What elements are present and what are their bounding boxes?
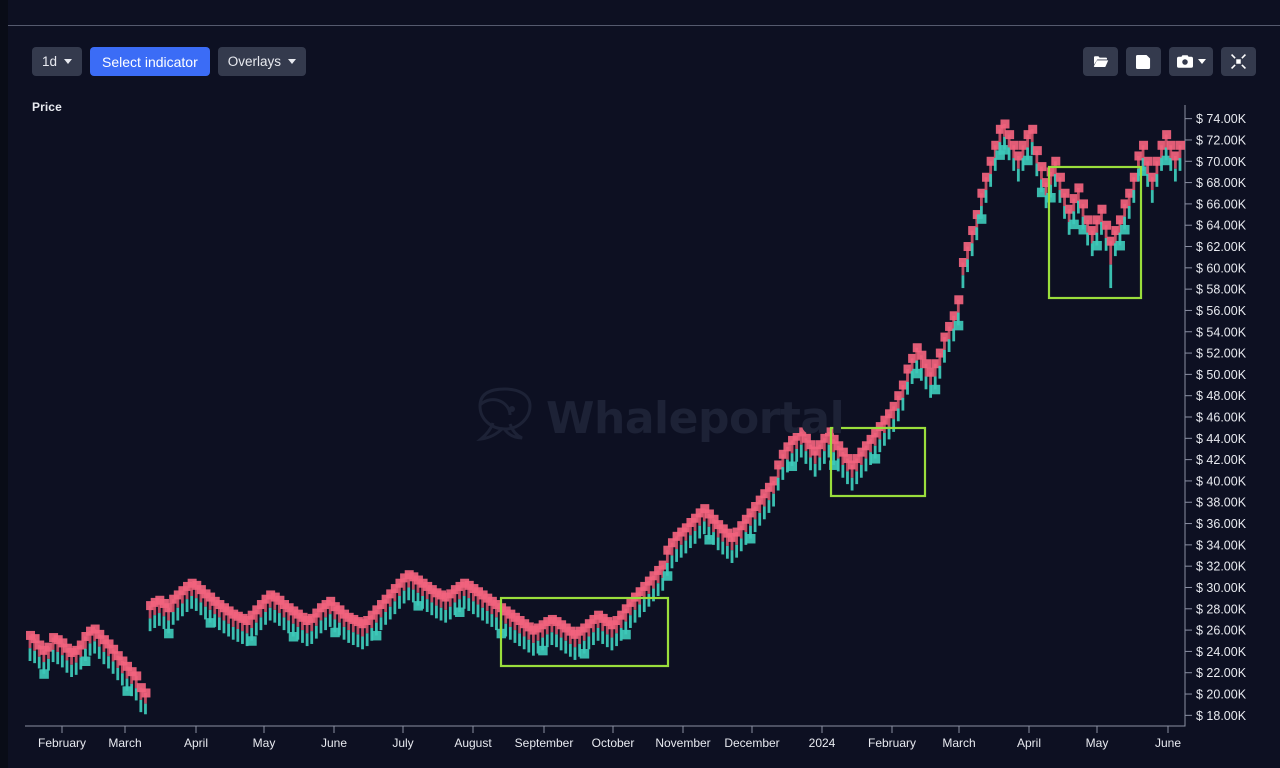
fullscreen-icon — [1231, 54, 1246, 69]
y-axis-tick-label: $ 40.00K — [1196, 474, 1247, 488]
snapshot-button[interactable] — [1169, 47, 1213, 76]
x-axis-tick-label: 2024 — [809, 736, 836, 750]
x-axis-tick-label: February — [868, 736, 916, 750]
x-axis-tick-label: December — [724, 736, 779, 750]
chart-toolbar: 1d Select indicator Overlays — [0, 26, 1280, 98]
select-indicator-button[interactable]: Select indicator — [90, 47, 210, 76]
x-axis-tick-label: February — [38, 736, 86, 750]
y-axis-tick-label: $ 32.00K — [1196, 560, 1247, 574]
y-axis-tick-label: $ 74.00K — [1196, 112, 1247, 126]
x-axis-tick-label: August — [454, 736, 492, 750]
y-axis-tick-label: $ 72.00K — [1196, 133, 1247, 147]
top-divider — [8, 25, 1280, 26]
y-axis-tick-label: $ 42.00K — [1196, 453, 1247, 467]
x-axis-tick-label: May — [1086, 736, 1109, 750]
x-axis-tick-label: April — [184, 736, 208, 750]
y-axis-tick-label: $ 58.00K — [1196, 283, 1247, 297]
overlays-dropdown[interactable]: Overlays — [217, 47, 307, 76]
overlays-label: Overlays — [227, 53, 282, 69]
save-icon — [1136, 54, 1151, 69]
chart-panel-title: Price — [32, 100, 62, 114]
x-axis-tick-label: October — [592, 736, 635, 750]
timeframe-dropdown[interactable]: 1d — [32, 47, 83, 76]
toolbar-right-group — [1083, 47, 1256, 76]
x-axis-tick-label: March — [108, 736, 141, 750]
folder-open-icon — [1093, 55, 1109, 69]
folder-open-button[interactable] — [1083, 47, 1118, 76]
y-axis-tick-label: $ 46.00K — [1196, 411, 1247, 425]
y-axis-tick-label: $ 38.00K — [1196, 496, 1247, 510]
y-axis-tick-label: $ 56.00K — [1196, 304, 1247, 318]
x-axis-tick-label: June — [321, 736, 347, 750]
y-axis-tick-label: $ 28.00K — [1196, 602, 1247, 616]
y-axis-tick-label: $ 30.00K — [1196, 581, 1247, 595]
toolbar-left-group: 1d Select indicator Overlays — [32, 47, 307, 76]
chevron-down-icon — [64, 59, 73, 64]
fullscreen-button[interactable] — [1221, 47, 1256, 76]
highlight-box-2[interactable] — [829, 426, 927, 498]
y-axis-tick-label: $ 36.00K — [1196, 517, 1247, 531]
x-axis-tick-label: November — [655, 736, 710, 750]
x-axis-tick-label: March — [942, 736, 975, 750]
x-axis-tick-label: April — [1017, 736, 1041, 750]
y-axis-tick-label: $ 48.00K — [1196, 389, 1247, 403]
y-axis-tick-label: $ 54.00K — [1196, 325, 1247, 339]
select-indicator-label: Select indicator — [102, 53, 198, 70]
chevron-down-icon — [1197, 59, 1206, 64]
y-axis-tick-label: $ 34.00K — [1196, 538, 1247, 552]
y-axis-tick-label: $ 26.00K — [1196, 624, 1247, 638]
y-axis-tick-label: $ 68.00K — [1196, 176, 1247, 190]
x-axis-tick-label: July — [392, 736, 413, 750]
y-axis-tick-label: $ 24.00K — [1196, 645, 1247, 659]
x-axis-tick-label: May — [253, 736, 276, 750]
highlight-box-1[interactable] — [499, 596, 670, 668]
highlight-box-3[interactable] — [1047, 165, 1143, 300]
y-axis-tick-label: $ 44.00K — [1196, 432, 1247, 446]
timeframe-label: 1d — [42, 53, 58, 69]
y-axis-tick-label: $ 52.00K — [1196, 347, 1247, 361]
y-axis-tick-label: $ 60.00K — [1196, 261, 1247, 275]
top-strip — [8, 0, 1280, 25]
watermark: Whaleportal — [470, 386, 845, 451]
y-axis-tick-label: $ 62.00K — [1196, 240, 1247, 254]
watermark-text: Whaleportal — [546, 393, 845, 444]
y-axis-tick-label: $ 64.00K — [1196, 219, 1247, 233]
camera-icon — [1176, 55, 1193, 68]
left-rail — [0, 0, 8, 768]
y-axis-tick-label: $ 70.00K — [1196, 155, 1247, 169]
y-axis-tick-label: $ 50.00K — [1196, 368, 1247, 382]
chevron-down-icon — [288, 59, 297, 64]
whale-logo-icon — [470, 386, 536, 451]
y-axis-tick-label: $ 22.00K — [1196, 666, 1247, 680]
x-axis-tick-label: June — [1155, 736, 1181, 750]
save-button[interactable] — [1126, 47, 1161, 76]
y-axis-tick-label: $ 18.00K — [1196, 709, 1247, 723]
y-axis-tick-label: $ 66.00K — [1196, 197, 1247, 211]
x-axis-tick-label: September — [515, 736, 574, 750]
y-axis-tick-label: $ 20.00K — [1196, 688, 1247, 702]
